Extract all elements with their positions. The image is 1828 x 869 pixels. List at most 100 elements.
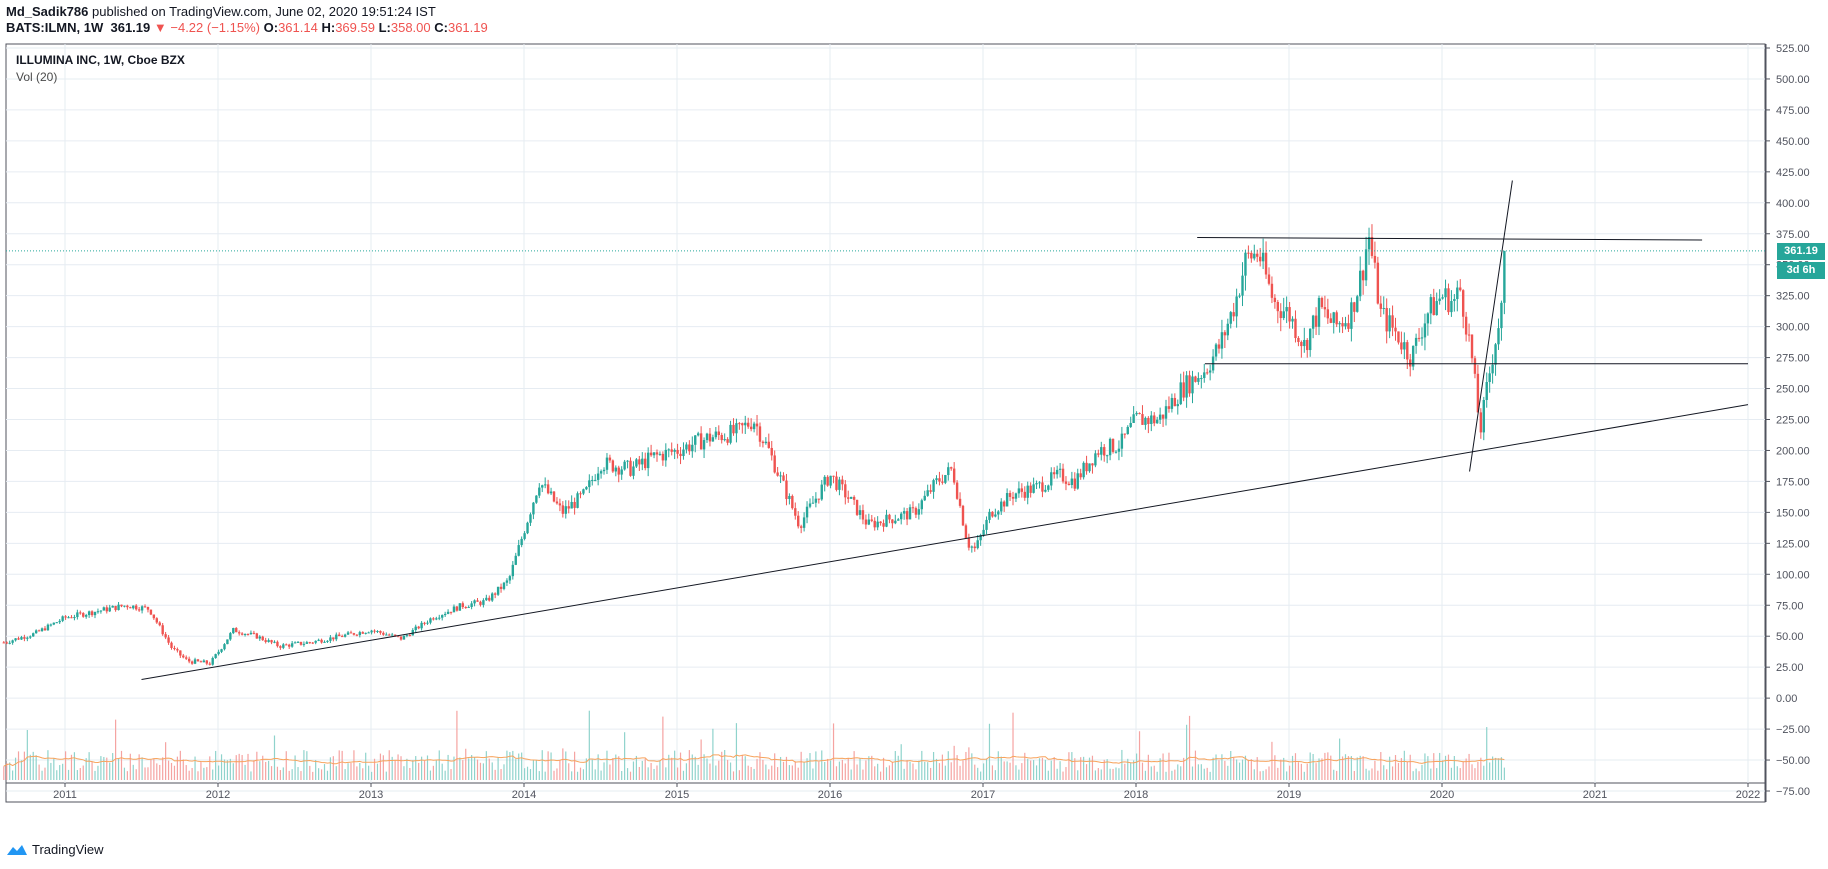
volume-bar	[1027, 758, 1029, 780]
volume-bar	[1041, 757, 1044, 780]
candle	[26, 636, 29, 642]
volume-bar	[812, 768, 814, 780]
volume-bar	[206, 767, 208, 780]
candle-body	[861, 510, 865, 520]
candle	[585, 486, 588, 491]
volume-bar	[506, 750, 508, 780]
candle-body	[449, 611, 453, 613]
candle-body	[923, 495, 926, 501]
volume-bar	[232, 763, 234, 780]
candle	[420, 621, 423, 631]
volume-bar	[659, 760, 661, 780]
candle	[1185, 371, 1188, 408]
candle	[511, 561, 515, 580]
candle	[190, 660, 194, 665]
y-tick-label: 375.00	[1776, 229, 1810, 241]
volume-bar	[947, 751, 949, 780]
candle-body	[488, 597, 491, 601]
candle	[676, 443, 679, 459]
candle	[873, 517, 876, 531]
candle	[423, 621, 426, 626]
candle-body	[285, 644, 288, 646]
candle-body	[1170, 397, 1174, 409]
candle-body	[149, 609, 153, 615]
candle-body	[1317, 297, 1321, 327]
volume-bar	[1053, 757, 1055, 780]
candle-body	[720, 435, 723, 441]
volume-bar	[91, 761, 93, 780]
candle	[411, 628, 414, 636]
volume-bar	[1291, 755, 1294, 780]
volume-bar	[891, 761, 893, 780]
candle-body	[317, 639, 320, 641]
candle-body	[602, 469, 606, 472]
candle	[997, 510, 1000, 520]
candle	[844, 480, 847, 505]
candle	[1303, 327, 1306, 353]
candle-body	[276, 641, 279, 647]
candle-body	[658, 453, 662, 455]
candle	[1406, 339, 1409, 370]
volume-bar	[1218, 760, 1220, 780]
candle-body	[649, 452, 653, 456]
candle-body	[117, 604, 120, 611]
candle-body	[1147, 417, 1150, 424]
candle	[832, 475, 835, 484]
candle	[211, 656, 214, 666]
candle	[305, 640, 309, 645]
candle-body	[429, 618, 432, 623]
candle	[1094, 450, 1097, 468]
high-value: 369.59	[335, 20, 375, 35]
volume-bar	[14, 757, 17, 780]
candle-body	[152, 614, 156, 619]
candle-body	[102, 607, 106, 611]
candle-body	[964, 525, 968, 539]
candle	[1100, 441, 1103, 461]
volume-bar	[909, 761, 911, 780]
author-name[interactable]: Md_Sadik786	[6, 4, 89, 19]
candle-body	[302, 643, 306, 645]
instrument-title[interactable]: ILLUMINA INC, 1W, Cboe BZX	[16, 53, 185, 67]
candle-body	[932, 480, 935, 492]
candle	[602, 467, 606, 475]
candle	[514, 552, 517, 566]
volume-bar	[129, 753, 131, 780]
volume-bar	[1406, 761, 1408, 780]
brand-name[interactable]: TradingView	[32, 842, 104, 857]
volume-indicator-label[interactable]: Vol (20)	[16, 70, 58, 84]
volume-bar	[253, 760, 255, 780]
candle	[720, 432, 723, 444]
grid	[5, 43, 1767, 803]
candle-body	[1382, 307, 1385, 309]
candle	[620, 466, 623, 480]
candle-body	[1241, 275, 1244, 296]
volume-bar	[226, 760, 229, 780]
volume-bar	[885, 767, 888, 780]
candle	[808, 498, 812, 509]
volume-bar	[965, 751, 967, 780]
volume-bar	[88, 752, 90, 780]
candle-body	[1447, 288, 1450, 313]
candle-body	[64, 616, 67, 618]
resistance-line	[1197, 236, 1703, 241]
volume-bar	[1194, 750, 1197, 780]
candle-body	[376, 630, 379, 632]
volume-bar	[1044, 759, 1046, 780]
candle	[443, 611, 447, 617]
candle	[758, 422, 762, 447]
volume-bar	[1456, 766, 1458, 780]
volume-bar	[1165, 771, 1167, 780]
volume-bar	[1477, 761, 1479, 780]
candle	[670, 442, 673, 456]
candle-body	[849, 496, 853, 499]
candle-body	[947, 467, 950, 476]
candle-body	[682, 449, 685, 457]
candle	[1161, 414, 1165, 427]
candle-body	[1150, 415, 1153, 424]
candle	[355, 634, 359, 637]
volume-bar	[1483, 765, 1485, 780]
candle-body	[588, 480, 591, 488]
symbol-interval[interactable]: BATS:ILMN, 1W	[6, 20, 104, 35]
volume-bar	[362, 768, 364, 780]
